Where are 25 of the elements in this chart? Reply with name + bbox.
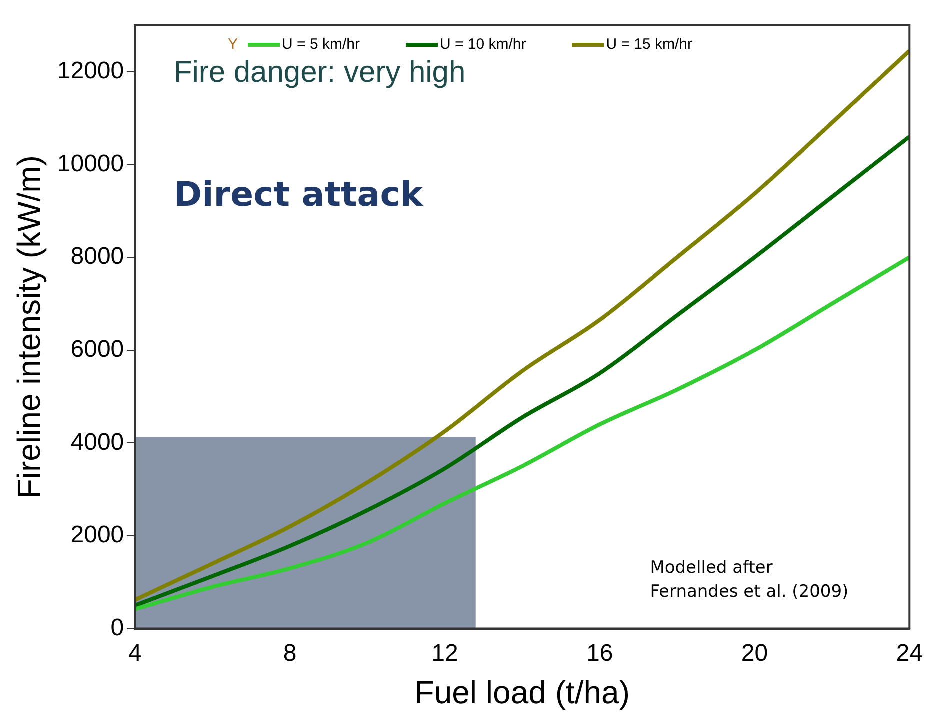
legend-label: U = 5 km/hr: [282, 36, 360, 53]
line-series: [135, 255, 910, 612]
legend-label: U = 10 km/hr: [440, 36, 526, 53]
y-axis-title: Fireline intensity (kW/m): [11, 156, 48, 499]
x-tick-label: 4: [128, 640, 142, 667]
y-tick-label: 2000: [70, 522, 124, 549]
y-tick-label: 6000: [70, 336, 124, 363]
x-tick-label: 20: [741, 640, 768, 667]
legend-label: U = 15 km/hr: [606, 36, 693, 53]
x-axis-title: Fuel load (t/ha): [414, 674, 630, 711]
annotation: Fire danger: very high: [174, 56, 466, 89]
x-tick-label: 16: [586, 640, 614, 667]
y-tick-label: 4000: [70, 428, 124, 456]
annotation: Modelled after Fernandes et al. (2009): [650, 558, 849, 602]
y-tick-label: 10000: [57, 150, 124, 178]
annotation: Direct attack: [174, 175, 424, 216]
y-tick-label: 12000: [57, 57, 124, 84]
legend-title: Y: [228, 36, 238, 53]
x-tick-label: 8: [283, 640, 297, 667]
y-tick-label: 0: [110, 614, 124, 642]
x-tick-label: 12: [432, 640, 458, 667]
y-tick-label: 8000: [70, 243, 124, 270]
x-tick-label: 24: [896, 640, 924, 667]
line-series: [135, 134, 910, 608]
line-series: [135, 48, 910, 602]
